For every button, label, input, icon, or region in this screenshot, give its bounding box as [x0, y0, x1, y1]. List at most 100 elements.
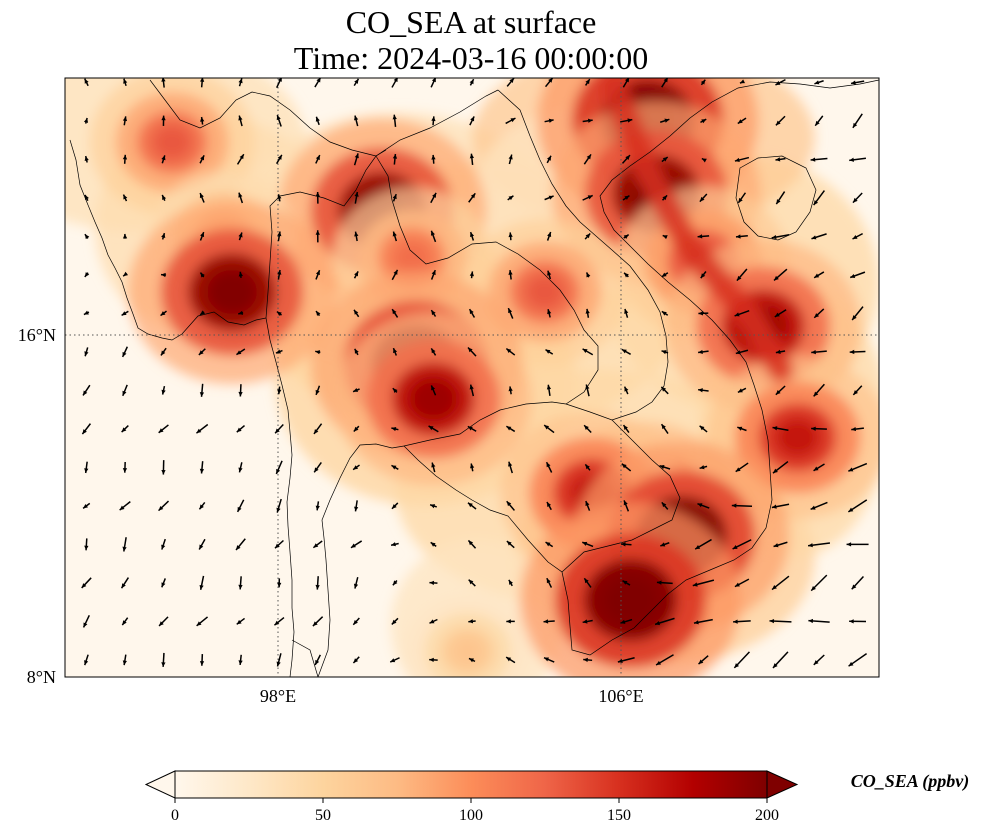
- wind-arrow: [543, 656, 555, 663]
- wind-arrow: [161, 652, 166, 667]
- wind-arrow: [735, 234, 748, 239]
- wind-arrow: [698, 388, 709, 393]
- wind-arrow: [661, 501, 669, 510]
- wind-arrow: [390, 542, 399, 547]
- wind-arrow: [430, 269, 436, 280]
- coastline-gulf-west: [317, 443, 405, 677]
- wind-arrow: [315, 269, 321, 280]
- title-line-2: Time: 2024-03-16 00:00:00: [293, 40, 649, 76]
- wind-arrow: [277, 269, 282, 280]
- wind-arrow: [391, 617, 399, 625]
- wind-arrow: [199, 154, 205, 164]
- wind-arrow: [583, 153, 592, 165]
- wind-arrow: [468, 579, 476, 587]
- wind-arrow: [584, 78, 591, 86]
- wind-arrow: [508, 154, 513, 165]
- wind-arrow: [122, 461, 128, 473]
- wind-arrow: [161, 538, 166, 550]
- wind-arrow: [660, 542, 670, 547]
- co-hotspot: [604, 576, 657, 624]
- wind-arrow: [851, 426, 864, 432]
- wind-vector-field: [81, 78, 869, 669]
- wind-arrow: [84, 272, 90, 278]
- wind-arrow: [238, 462, 243, 473]
- wind-arrow: [392, 153, 398, 165]
- wind-arrow: [469, 116, 475, 126]
- wind-arrow: [84, 194, 89, 201]
- wind-arrow: [469, 384, 475, 397]
- wind-arrow: [849, 619, 867, 624]
- colorbar-label: CO_SEA (ppbv): [851, 771, 970, 792]
- wind-arrow: [391, 308, 399, 318]
- wind-arrow: [810, 574, 828, 592]
- wind-arrow: [236, 617, 246, 625]
- wind-arrow: [775, 157, 786, 162]
- wind-arrow: [353, 309, 360, 318]
- wind-arrow: [273, 616, 285, 626]
- wind-arrow: [122, 233, 128, 239]
- wind-arrow: [623, 233, 630, 239]
- wind-arrow: [546, 577, 553, 588]
- wind-arrow: [161, 578, 166, 588]
- wind-arrow: [508, 386, 513, 395]
- wind-arrow: [811, 233, 827, 240]
- wind-arrow: [122, 384, 128, 397]
- wind-arrow: [352, 617, 360, 626]
- wind-arrow: [772, 426, 789, 431]
- wind-arrow: [737, 387, 747, 394]
- wind-arrow: [771, 503, 790, 509]
- wind-arrow: [312, 540, 323, 549]
- wind-arrow: [199, 461, 205, 474]
- wind-arrow: [546, 155, 552, 164]
- wind-arrow: [772, 460, 789, 474]
- border-myanmar-china: [149, 79, 377, 157]
- wind-arrow: [469, 231, 475, 241]
- wind-arrow: [276, 653, 282, 667]
- wind-arrow: [238, 271, 243, 278]
- wind-arrow: [429, 504, 437, 509]
- wind-arrow: [582, 194, 594, 201]
- wind-arrow: [352, 656, 360, 664]
- wind-arrow: [315, 191, 320, 204]
- wind-arrow: [121, 310, 129, 316]
- wind-arrow: [506, 619, 515, 624]
- wind-arrow: [389, 657, 400, 663]
- wind-arrow: [119, 501, 131, 511]
- wind-arrow: [508, 270, 513, 280]
- wind-arrow: [701, 157, 707, 163]
- wind-arrow: [199, 654, 205, 666]
- wind-arrow: [546, 501, 552, 511]
- wind-arrow: [391, 269, 399, 281]
- wind-arrow: [469, 78, 475, 86]
- coastline-hainan: [735, 155, 817, 241]
- wind-arrow: [811, 349, 827, 355]
- wind-arrow: [350, 540, 363, 549]
- wind-arrow: [508, 461, 513, 474]
- wind-arrow: [731, 503, 753, 508]
- wind-arrow: [621, 348, 631, 355]
- wind-arrow: [391, 464, 399, 470]
- wind-arrow: [775, 78, 786, 86]
- wind-arrow: [470, 463, 475, 472]
- wind-arrow: [312, 616, 324, 627]
- wind-arrow: [546, 384, 552, 397]
- wind-arrow: [315, 310, 321, 317]
- wind-arrow: [315, 116, 320, 126]
- wind-arrow: [621, 463, 632, 472]
- coastlines-and-borders: [69, 79, 879, 677]
- wind-arrow: [661, 194, 668, 201]
- wind-arrow: [505, 347, 516, 356]
- wind-arrow: [847, 499, 868, 513]
- wind-arrow: [506, 500, 515, 511]
- wind-arrow: [276, 498, 282, 513]
- wind-arrow: [277, 231, 282, 242]
- wind-arrow: [733, 619, 751, 624]
- wind-arrow: [700, 79, 706, 86]
- wind-arrow: [698, 349, 709, 355]
- lat-tick-16: 16°N: [18, 325, 56, 345]
- wind-arrow: [392, 387, 398, 393]
- wind-arrow: [158, 500, 170, 512]
- wind-arrow: [508, 232, 513, 241]
- wind-arrow: [275, 460, 283, 475]
- wind-arrow: [84, 155, 89, 163]
